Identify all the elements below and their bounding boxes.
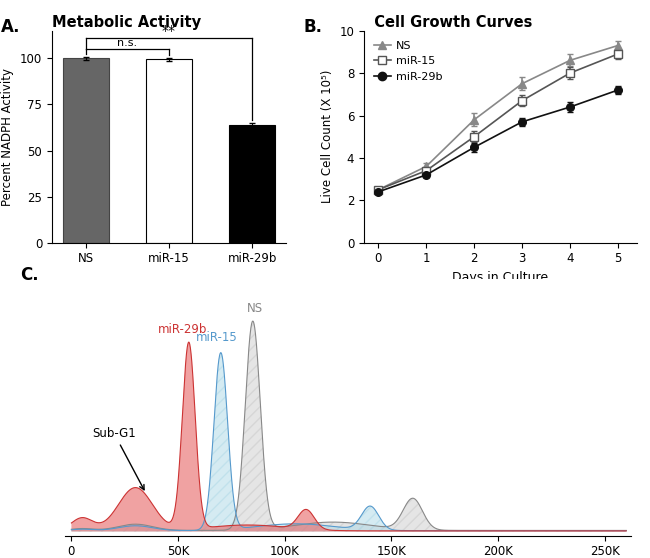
Legend: NS, miR-15, miR-29b: NS, miR-15, miR-29b [370, 36, 447, 86]
Text: Cell Growth Curves: Cell Growth Curves [364, 15, 532, 30]
Y-axis label: Percent NADPH Activity: Percent NADPH Activity [1, 68, 14, 206]
Y-axis label: Live Cell Count (X 10⁵): Live Cell Count (X 10⁵) [321, 70, 334, 204]
Text: Metabolic Activity: Metabolic Activity [52, 15, 201, 30]
Bar [62, 59, 109, 243]
Text: A.: A. [1, 18, 20, 36]
Bar [229, 125, 276, 243]
X-axis label: Days in Culture: Days in Culture [452, 271, 549, 284]
Text: Sub-G1: Sub-G1 [92, 427, 144, 490]
Text: miR-15: miR-15 [196, 331, 237, 344]
Bar [146, 59, 192, 243]
Text: **: ** [162, 23, 176, 37]
Text: B.: B. [304, 18, 323, 36]
Text: C.: C. [20, 266, 38, 284]
Text: n.s.: n.s. [117, 38, 137, 48]
Text: NS: NS [247, 302, 263, 315]
Text: miR-29b: miR-29b [158, 323, 207, 336]
